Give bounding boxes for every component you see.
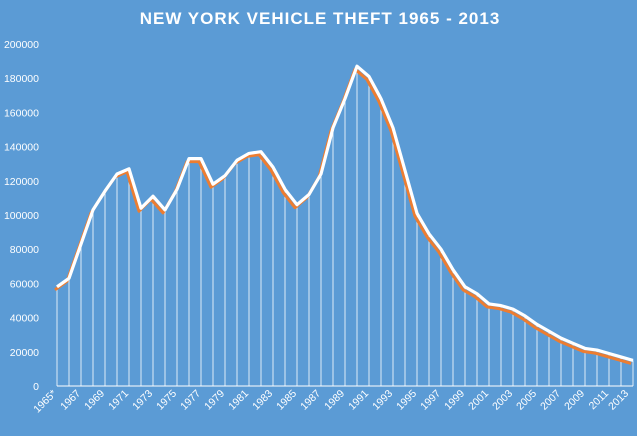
x-tick-label: 2011 bbox=[587, 388, 612, 413]
x-tick-label: 1975 bbox=[154, 388, 179, 413]
y-tick-label: 140000 bbox=[4, 142, 39, 154]
x-tick-label: 1979 bbox=[202, 388, 227, 413]
series-line bbox=[56, 64, 634, 362]
x-axis: 1965*19671969197119731975197719791981198… bbox=[31, 385, 633, 416]
x-tick-label: 1995 bbox=[394, 388, 419, 413]
drop-lines bbox=[56, 66, 634, 386]
x-tick-label: 1981 bbox=[226, 388, 251, 413]
y-tick-label: 60000 bbox=[10, 278, 39, 290]
x-tick-label: 2005 bbox=[514, 388, 539, 413]
y-tick-label: 100000 bbox=[4, 210, 39, 222]
x-tick-label: 1969 bbox=[82, 388, 107, 413]
y-axis: 0 20000 40000 60000 80000 100000 120000 140000 1… bbox=[4, 39, 39, 393]
x-tick-label: 1999 bbox=[442, 388, 467, 413]
x-tick-label: 2001 bbox=[466, 388, 491, 413]
x-tick-label: 1967 bbox=[58, 388, 83, 413]
x-tick-label: 1993 bbox=[370, 388, 395, 413]
x-tick-label: 1991 bbox=[346, 388, 371, 413]
y-tick-label: 200000 bbox=[4, 39, 39, 51]
y-tick-label: 160000 bbox=[4, 107, 39, 119]
series-group bbox=[54, 64, 634, 365]
y-tick-label: 0 bbox=[33, 381, 39, 393]
x-tick-label: 2003 bbox=[490, 388, 515, 413]
x-tick-label: 1983 bbox=[250, 388, 275, 413]
chart-title: NEW YORK VEHICLE THEFT 1965 - 2013 bbox=[140, 9, 501, 28]
x-tick-label: 2013 bbox=[606, 388, 631, 413]
y-tick-label: 20000 bbox=[10, 347, 39, 359]
x-tick-label: 1985 bbox=[274, 388, 299, 413]
x-tick-label: 1971 bbox=[106, 388, 131, 413]
x-tick-label: 1989 bbox=[322, 388, 347, 413]
y-tick-label: 40000 bbox=[10, 313, 39, 325]
x-tick-label: 2009 bbox=[562, 388, 587, 413]
x-tick-label: 1997 bbox=[418, 388, 443, 413]
x-tick-label: 1987 bbox=[298, 388, 323, 413]
x-tick-label: 1973 bbox=[130, 388, 155, 413]
y-tick-label: 180000 bbox=[4, 73, 39, 85]
x-tick-label: 2007 bbox=[538, 388, 563, 413]
x-tick-label: 1977 bbox=[178, 388, 203, 413]
y-tick-label: 80000 bbox=[10, 244, 39, 256]
y-tick-label: 120000 bbox=[4, 176, 39, 188]
